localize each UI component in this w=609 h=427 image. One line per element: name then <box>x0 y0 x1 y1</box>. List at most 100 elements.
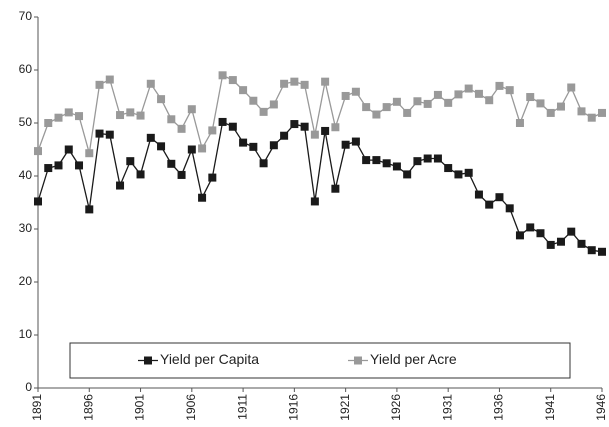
marker <box>382 159 391 168</box>
y-tick-label: 30 <box>19 221 33 235</box>
marker <box>331 184 340 193</box>
legend-label: Yield per Capita <box>160 351 259 367</box>
x-tick-label: 1911 <box>235 394 249 420</box>
marker <box>341 140 350 149</box>
marker <box>75 161 84 170</box>
marker <box>198 144 207 153</box>
marker <box>249 142 258 151</box>
marker <box>269 100 278 109</box>
marker <box>310 197 319 206</box>
marker <box>44 119 53 127</box>
marker <box>474 190 483 199</box>
marker <box>85 149 94 158</box>
y-tick-label: 10 <box>19 327 33 341</box>
marker <box>526 223 535 232</box>
marker <box>444 98 453 107</box>
marker <box>167 159 176 168</box>
marker <box>372 110 381 119</box>
marker <box>577 239 586 248</box>
marker <box>290 120 299 129</box>
marker <box>54 161 63 170</box>
marker <box>85 205 94 214</box>
marker <box>474 89 483 98</box>
x-tick-label: 1926 <box>389 394 403 421</box>
x-tick-label: 1921 <box>338 394 352 421</box>
marker <box>64 108 73 117</box>
marker <box>116 181 125 190</box>
marker <box>536 229 545 238</box>
marker <box>218 71 227 80</box>
marker <box>362 103 371 112</box>
marker <box>228 122 237 131</box>
marker <box>54 113 63 122</box>
marker <box>167 115 176 124</box>
marker <box>567 227 576 236</box>
marker <box>269 141 278 150</box>
marker <box>126 157 135 166</box>
y-tick-label: 70 <box>19 9 33 23</box>
marker <box>136 170 145 179</box>
marker <box>259 107 268 116</box>
legend-label: Yield per Acre <box>370 351 457 367</box>
marker <box>392 162 401 171</box>
marker <box>157 142 166 151</box>
marker <box>392 97 401 106</box>
marker <box>300 80 309 89</box>
x-tick-label: 1936 <box>492 394 506 421</box>
marker <box>444 164 453 173</box>
marker <box>454 90 463 99</box>
marker <box>218 117 227 126</box>
marker <box>567 83 576 92</box>
x-tick-label: 1941 <box>543 394 557 421</box>
marker <box>505 86 514 95</box>
x-tick-label: 1916 <box>287 394 301 421</box>
marker <box>208 126 217 135</box>
marker <box>300 122 309 131</box>
marker <box>105 75 114 84</box>
marker <box>126 108 135 117</box>
y-tick-label: 60 <box>19 62 33 76</box>
marker <box>351 87 360 96</box>
marker <box>351 137 360 146</box>
marker <box>341 91 350 100</box>
marker <box>433 154 442 163</box>
marker <box>331 123 340 132</box>
marker <box>259 159 268 168</box>
marker <box>403 108 412 117</box>
y-tick-label: 50 <box>19 115 33 129</box>
marker <box>536 99 545 108</box>
marker <box>413 157 422 166</box>
x-tick-label: 1931 <box>440 394 454 421</box>
marker <box>495 81 504 90</box>
marker <box>454 170 463 179</box>
marker <box>362 156 371 165</box>
marker <box>505 204 514 213</box>
marker <box>44 164 53 173</box>
marker <box>598 108 606 117</box>
marker <box>556 102 565 111</box>
x-tick-label: 1901 <box>133 394 147 421</box>
marker <box>177 124 186 133</box>
marker <box>208 173 217 182</box>
marker <box>495 193 504 202</box>
marker <box>280 131 289 140</box>
marker <box>95 129 104 138</box>
marker <box>515 231 524 240</box>
marker <box>105 130 114 139</box>
marker <box>577 107 586 116</box>
y-tick-label: 20 <box>19 274 33 288</box>
marker <box>280 79 289 88</box>
marker <box>546 240 555 249</box>
legend-marker <box>354 356 362 365</box>
marker <box>515 119 524 127</box>
marker <box>598 247 606 256</box>
marker <box>485 96 494 105</box>
marker <box>423 99 432 108</box>
x-tick-label: 1896 <box>81 394 95 421</box>
marker <box>95 80 104 89</box>
marker <box>587 246 596 255</box>
marker <box>372 156 381 165</box>
marker <box>290 77 299 86</box>
marker <box>177 170 186 179</box>
marker <box>433 90 442 99</box>
